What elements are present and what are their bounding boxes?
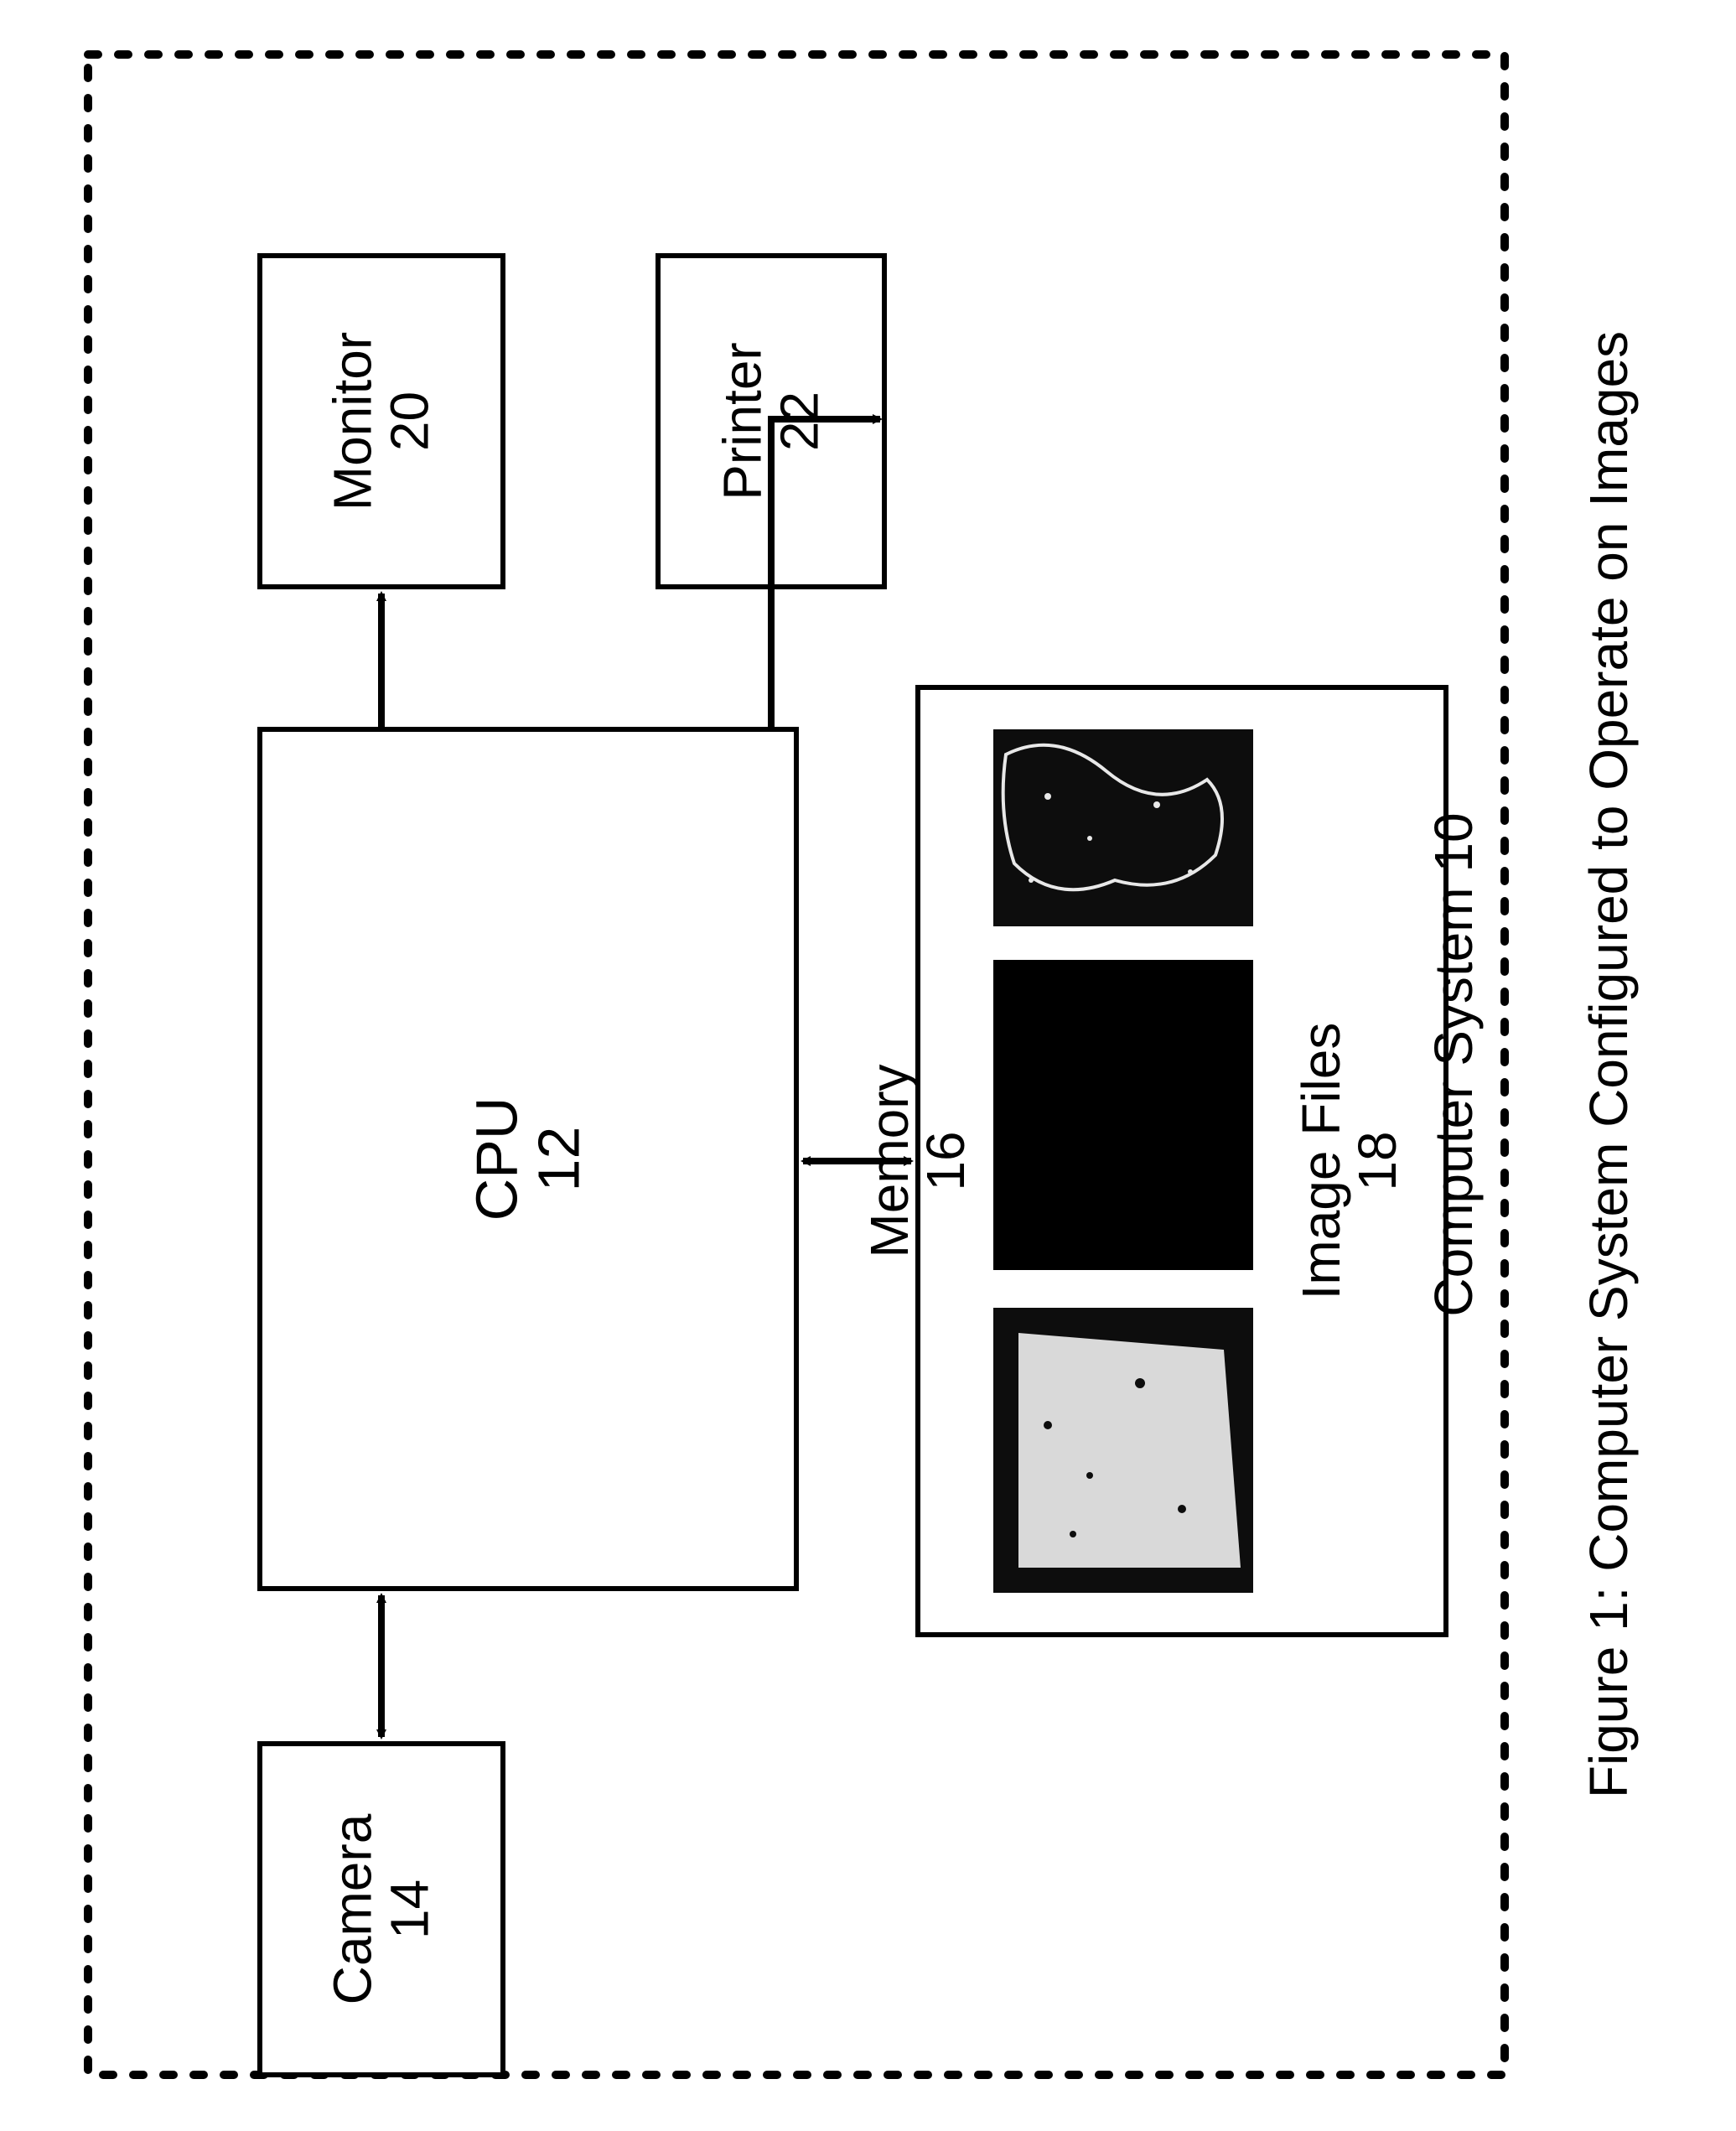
figure-caption: Figure 1: Computer System Configured to … [813,268,1736,1861]
page: Camera 14 CPU 12 Monitor 20 Printer 22 M… [0,0,1736,2131]
camera-label: Camera 14 [216,1788,547,2031]
monitor-label: Monitor 20 [216,300,547,543]
